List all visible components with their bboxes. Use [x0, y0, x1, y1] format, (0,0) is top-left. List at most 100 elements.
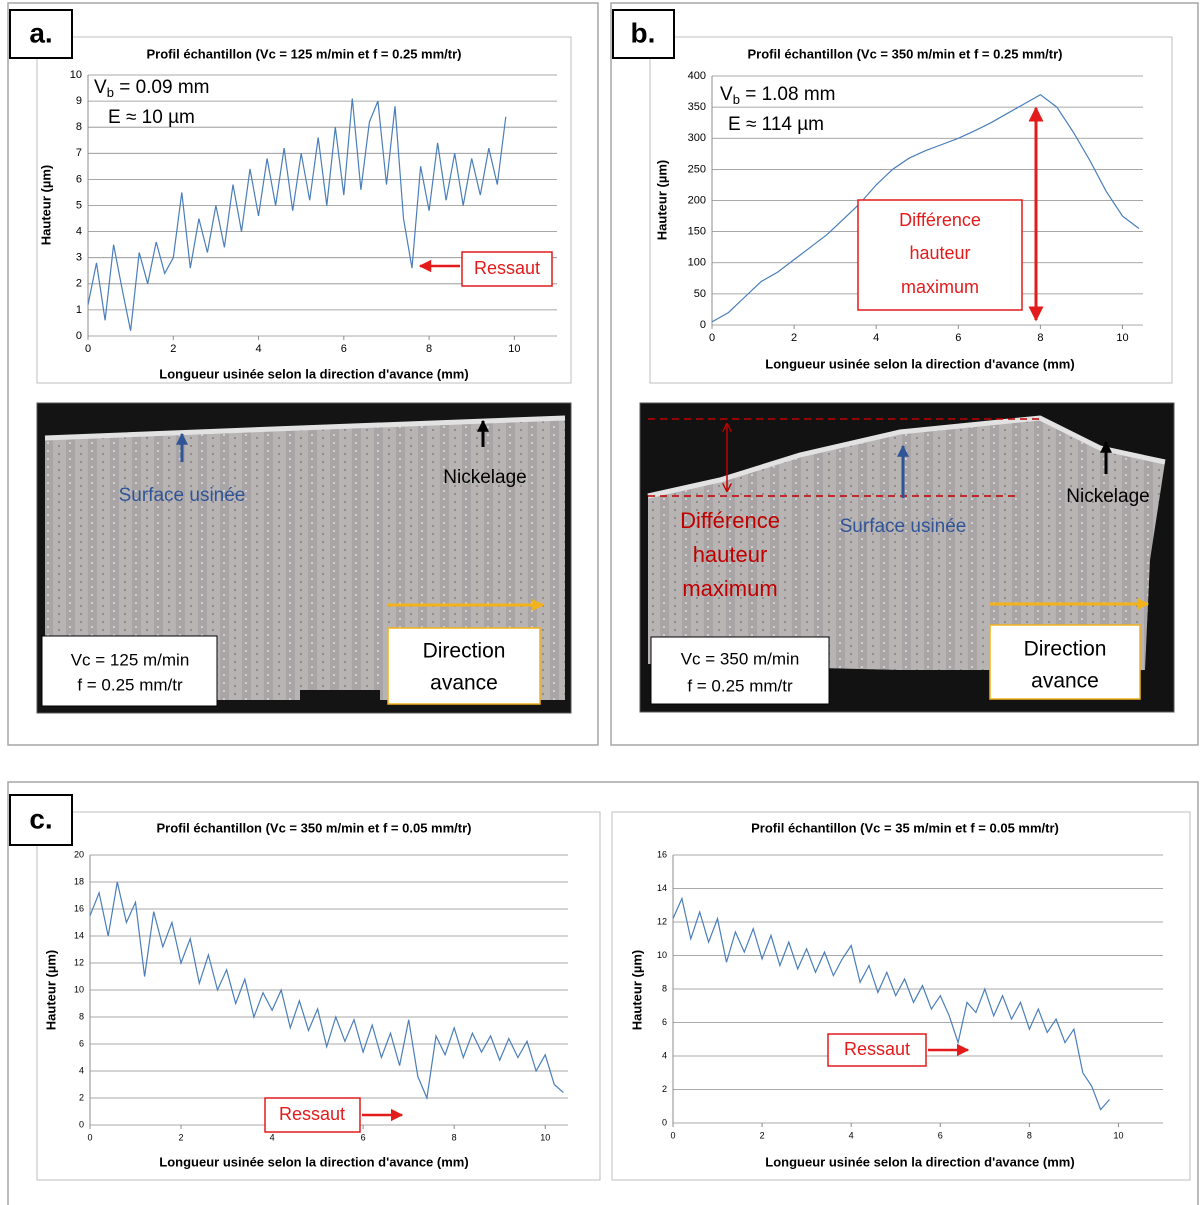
- photo-label: Surface usinée: [840, 516, 967, 537]
- x-tick-label: 6: [341, 343, 347, 355]
- annotation-part: b: [107, 85, 114, 100]
- y-tick-label: 12: [74, 957, 84, 967]
- x-tick-label: 4: [873, 332, 879, 344]
- data-line: [89, 881, 564, 1101]
- y-tick-label: 4: [79, 1065, 84, 1075]
- photo: [36, 402, 572, 714]
- photo-label: hauteur: [693, 542, 768, 567]
- photo-label: Surface usinée: [119, 485, 246, 506]
- x-tick-label: 10: [540, 1132, 550, 1142]
- y-tick-label: 4: [76, 226, 82, 238]
- photo-label: avance: [1031, 670, 1099, 693]
- photo-label: Direction: [423, 640, 506, 663]
- x-tick-label: 0: [709, 332, 715, 344]
- panel-label: c.: [29, 803, 52, 834]
- x-tick-label: 10: [1116, 332, 1128, 344]
- x-tick-label: 4: [255, 343, 261, 355]
- y-tick-label: 0: [79, 1119, 84, 1129]
- y-axis-label: Hauteur (µm): [38, 165, 53, 245]
- y-tick-label: 0: [662, 1117, 667, 1127]
- x-tick-label: 4: [849, 1130, 854, 1140]
- chart-frame: [36, 36, 572, 384]
- panel-frame: [7, 781, 1199, 1205]
- data-line: [711, 93, 1140, 323]
- photo-label: f = 0.25 mm/tr: [687, 676, 793, 695]
- photo-label: avance: [430, 672, 498, 695]
- y-tick-label: 250: [688, 163, 706, 175]
- x-tick-label: 6: [955, 332, 961, 344]
- y-tick-label: 4: [662, 1050, 667, 1060]
- annotation-part: = 1.08 mm: [740, 84, 836, 105]
- annotation-part: V: [94, 77, 107, 98]
- panel-label-box: [612, 9, 675, 59]
- x-tick-label: 4: [270, 1132, 275, 1142]
- y-tick-label: 16: [657, 849, 667, 859]
- panel-label-box: [9, 9, 73, 59]
- photo-label: Nickelage: [1066, 486, 1149, 507]
- annotation-box: [827, 1033, 927, 1067]
- panel-frame: [610, 2, 1199, 746]
- x-tick-label: 2: [170, 343, 176, 355]
- annotation: maximum: [901, 277, 979, 297]
- y-tick-label: 6: [76, 173, 82, 185]
- y-tick-label: 8: [76, 121, 82, 133]
- y-tick-label: 2: [662, 1084, 667, 1094]
- data-line: [87, 98, 507, 331]
- y-axis-label: Hauteur (µm): [43, 950, 58, 1030]
- photo-label: Différence: [680, 508, 780, 533]
- annotation: Ressaut: [279, 1104, 345, 1124]
- x-tick-label: 10: [1113, 1130, 1123, 1140]
- x-tick-label: 0: [87, 1132, 92, 1142]
- chart-title: Profil échantillon (Vc = 125 m/min et f …: [147, 46, 462, 61]
- annotation-part: b: [733, 92, 740, 107]
- y-tick-label: 2: [76, 278, 82, 290]
- x-tick-label: 2: [760, 1130, 765, 1140]
- data-line: [672, 896, 1110, 1111]
- y-tick-label: 16: [74, 903, 84, 913]
- x-tick-label: 2: [791, 332, 797, 344]
- x-tick-label: 10: [508, 343, 520, 355]
- x-tick-label: 0: [670, 1130, 675, 1140]
- y-tick-label: 1: [76, 304, 82, 316]
- x-tick-label: 2: [179, 1132, 184, 1142]
- x-axis-label: Longueur usinée selon la direction d'ava…: [765, 1154, 1074, 1169]
- annotation: Vb = 0.09 mm: [94, 77, 210, 100]
- annotation: hauteur: [909, 243, 970, 263]
- y-tick-label: 400: [688, 70, 706, 82]
- y-tick-label: 100: [688, 257, 706, 269]
- chart-title: Profil échantillon (Vc = 350 m/min et f …: [157, 820, 472, 835]
- annotation-part: V: [720, 84, 733, 105]
- annotation: E ≈ 10 µm: [108, 107, 195, 128]
- x-tick-label: 6: [938, 1130, 943, 1140]
- photo-label: Direction: [1024, 638, 1107, 661]
- y-tick-label: 6: [79, 1038, 84, 1048]
- y-tick-label: 5: [76, 199, 82, 211]
- x-tick-label: 6: [361, 1132, 366, 1142]
- x-tick-label: 8: [452, 1132, 457, 1142]
- y-tick-label: 10: [70, 69, 82, 81]
- y-axis-label: Hauteur (µm): [629, 950, 644, 1030]
- y-tick-label: 10: [74, 984, 84, 994]
- y-tick-label: 350: [688, 101, 706, 113]
- panel-label: a.: [29, 17, 52, 48]
- chart-title: Profil échantillon (Vc = 350 m/min et f …: [748, 46, 1063, 61]
- annotation: Vb = 1.08 mm: [720, 84, 836, 107]
- y-tick-label: 9: [76, 95, 82, 107]
- y-tick-label: 7: [76, 147, 82, 159]
- annotation-box: [264, 1097, 361, 1133]
- x-axis-label: Longueur usinée selon la direction d'ava…: [159, 366, 468, 381]
- x-tick-label: 8: [1037, 332, 1043, 344]
- annotation: Ressaut: [474, 258, 540, 278]
- y-tick-label: 14: [74, 930, 84, 940]
- x-tick-label: 0: [85, 343, 91, 355]
- y-tick-label: 2: [79, 1092, 84, 1102]
- y-tick-label: 20: [74, 849, 84, 859]
- y-tick-label: 50: [694, 288, 706, 300]
- x-tick-label: 8: [426, 343, 432, 355]
- chart-frame: [611, 811, 1191, 1181]
- y-axis-label: Hauteur (µm): [654, 160, 669, 240]
- annotation-box: [857, 199, 1023, 311]
- photo-label: f = 0.25 mm/tr: [77, 675, 183, 694]
